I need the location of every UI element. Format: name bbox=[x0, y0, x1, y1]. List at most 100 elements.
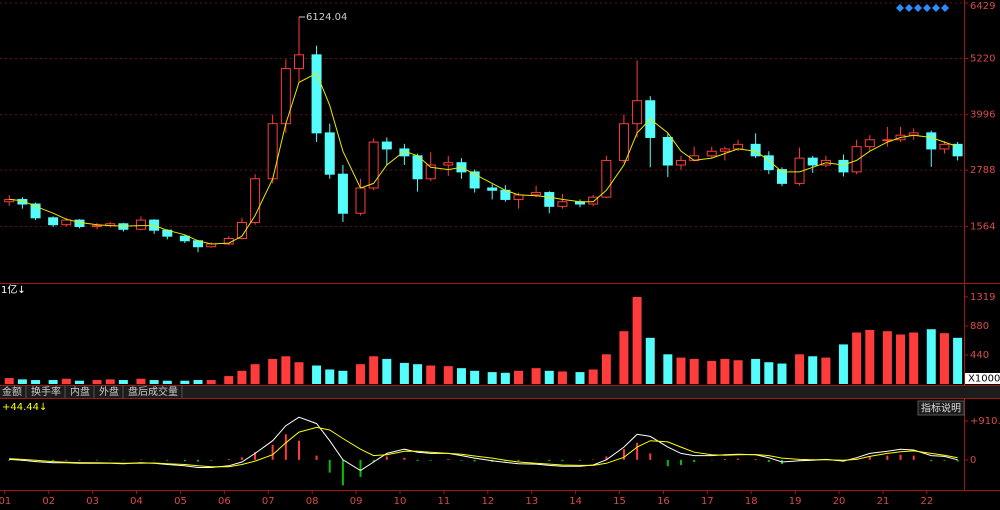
x-tick-label: 17 bbox=[701, 496, 714, 507]
candle-body bbox=[750, 143, 761, 157]
macd-bar bbox=[240, 457, 243, 460]
tab[interactable]: 内盘 bbox=[70, 385, 90, 398]
macd-bar bbox=[956, 459, 959, 462]
volume-bar bbox=[645, 337, 655, 384]
y-tick-label: 1564 bbox=[970, 221, 995, 232]
y-tick-label: 880 bbox=[970, 321, 989, 332]
macd-bar bbox=[666, 459, 669, 467]
candle-body bbox=[236, 221, 247, 239]
volume-bar bbox=[909, 332, 919, 384]
x-tick-label: 04 bbox=[130, 496, 143, 507]
macd-bar bbox=[460, 459, 463, 461]
x-tick-label: 22 bbox=[921, 496, 934, 507]
macd-bar bbox=[65, 459, 68, 461]
macd-bar bbox=[561, 459, 564, 462]
volume-bar bbox=[953, 337, 963, 384]
candle-body bbox=[675, 159, 686, 166]
macd-bar bbox=[166, 459, 169, 461]
volume-bar bbox=[281, 356, 291, 384]
macd-bar bbox=[723, 458, 726, 460]
candle-body bbox=[776, 169, 787, 184]
macd-bar bbox=[227, 458, 230, 460]
candle-body bbox=[30, 203, 41, 219]
candle-body bbox=[443, 162, 454, 166]
volume-bar bbox=[48, 380, 58, 384]
candle-body bbox=[425, 164, 436, 180]
y-tick-label: 3996 bbox=[970, 110, 995, 121]
candle-body bbox=[557, 201, 568, 207]
macd-bar bbox=[183, 459, 186, 462]
candle-body bbox=[926, 132, 937, 150]
volume-bar bbox=[237, 370, 247, 384]
candle-body bbox=[763, 155, 774, 171]
tab[interactable]: 盘后成交量 bbox=[128, 385, 178, 398]
candle-body bbox=[719, 148, 730, 152]
macd-bar bbox=[899, 454, 902, 460]
candle-body bbox=[487, 187, 498, 191]
macd-bar bbox=[416, 459, 419, 462]
x-tick-label: 14 bbox=[569, 496, 582, 507]
y-tick-label: 440 bbox=[970, 350, 989, 361]
macd-bar bbox=[298, 440, 301, 460]
x-tick-label: 16 bbox=[657, 496, 670, 507]
macd-bar bbox=[649, 453, 652, 460]
candle-body bbox=[267, 123, 278, 180]
volume-bar bbox=[325, 369, 335, 384]
volume-bar bbox=[575, 372, 585, 384]
moving-average bbox=[9, 72, 958, 245]
x-tick-label: 21 bbox=[877, 496, 890, 507]
volume-bar bbox=[17, 379, 27, 384]
volume-bar bbox=[206, 380, 216, 384]
macd-label: +44.44↓ bbox=[2, 402, 47, 413]
macd-bar bbox=[8, 459, 11, 461]
candle-body bbox=[92, 225, 103, 228]
annotation: 6124.04 bbox=[306, 12, 347, 23]
indicator-button[interactable] bbox=[917, 400, 965, 416]
volume-bar bbox=[456, 368, 466, 384]
candle-body bbox=[807, 157, 818, 166]
volume-bar bbox=[707, 360, 717, 384]
macd-bar bbox=[548, 459, 551, 462]
x-tick-label: 05 bbox=[174, 496, 187, 507]
volume-bar bbox=[926, 329, 936, 384]
volume-bar bbox=[751, 358, 761, 384]
macd-bar bbox=[886, 455, 889, 460]
volume-bar bbox=[500, 372, 510, 384]
volume-bar bbox=[193, 380, 203, 384]
tab[interactable]: 金额 bbox=[2, 385, 22, 398]
candle-body bbox=[531, 192, 542, 196]
macd-bar bbox=[868, 456, 871, 460]
macd-bar bbox=[767, 459, 770, 462]
candle-body bbox=[250, 178, 261, 223]
macd-bar bbox=[359, 459, 362, 477]
volume-bar bbox=[118, 380, 128, 384]
macd-bar bbox=[930, 459, 933, 462]
candle-body bbox=[294, 54, 305, 70]
candle-body bbox=[368, 141, 379, 189]
macd-bar bbox=[447, 458, 450, 460]
x-tick-label: 07 bbox=[262, 496, 275, 507]
y-tick-label: 5220 bbox=[970, 54, 995, 65]
volume-bar bbox=[777, 363, 787, 384]
volume-bar bbox=[426, 365, 436, 384]
volume-bar bbox=[443, 366, 453, 384]
x-tick-label: 20 bbox=[833, 496, 846, 507]
volume-bar bbox=[676, 357, 686, 384]
macd-bar bbox=[385, 456, 388, 460]
macd-bar bbox=[328, 459, 331, 473]
volume-bar bbox=[619, 331, 629, 384]
x-tick-label: 18 bbox=[745, 496, 758, 507]
volume-bar bbox=[31, 380, 41, 384]
volume-bar bbox=[4, 378, 14, 384]
indicator-button-label[interactable]: 指标说明 bbox=[921, 402, 961, 415]
volume-bar bbox=[369, 356, 379, 384]
tab[interactable]: 换手率 bbox=[31, 385, 61, 398]
macd-bar bbox=[737, 458, 740, 460]
candle-body bbox=[280, 68, 291, 125]
tab[interactable]: 外盘 bbox=[99, 385, 119, 398]
macd-bar bbox=[78, 459, 81, 461]
x-tick-label: 12 bbox=[481, 496, 494, 507]
macd-bar bbox=[210, 459, 213, 461]
